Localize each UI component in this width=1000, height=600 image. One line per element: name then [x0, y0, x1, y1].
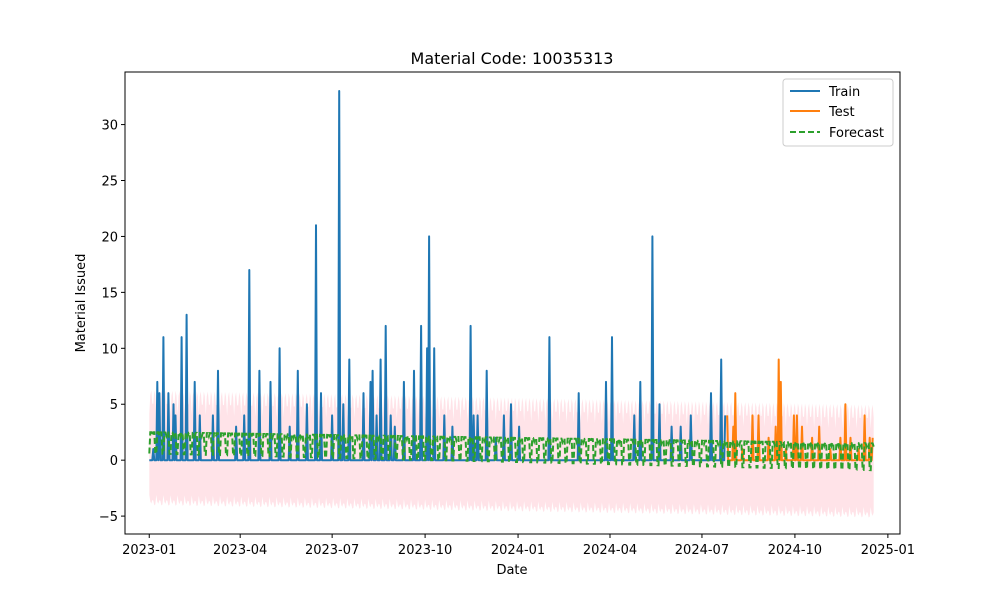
y-tick-label: 30 [101, 119, 118, 134]
legend-forecast-label: Forecast [829, 126, 884, 141]
y-tick-label: 0 [110, 454, 118, 469]
y-axis-title: Material Issued [74, 254, 89, 353]
x-axis-title: Date [496, 563, 527, 578]
legend-box [782, 78, 894, 147]
y-axis-ticks: −5 0 5 10 15 20 25 30 [99, 119, 125, 525]
series-forecast-line [148, 431, 875, 472]
y-tick-label: 15 [101, 286, 118, 301]
series-layer [148, 90, 875, 472]
series-train-line [149, 90, 727, 462]
legend-train-label: Train [828, 85, 860, 100]
legend: Train Test Forecast [782, 78, 894, 147]
x-tick-label: 2023-01 [122, 543, 176, 558]
legend-test-label: Test [828, 105, 855, 120]
x-tick-label: 2024-01 [491, 543, 545, 558]
y-tick-label: 25 [101, 175, 118, 190]
y-tick-label: 20 [101, 230, 118, 245]
x-tick-label: 2024-07 [675, 543, 729, 558]
x-tick-label: 2023-07 [305, 543, 359, 558]
x-tick-label: 2024-04 [583, 543, 637, 558]
y-tick-label: 10 [101, 342, 118, 357]
plot-frame [124, 71, 901, 535]
x-tick-label: 2025-01 [861, 543, 915, 558]
chart-title: Material Code: 10035313 [411, 49, 614, 68]
y-tick-label: −5 [99, 510, 118, 525]
y-tick-label: 5 [110, 398, 118, 413]
x-tick-label: 2023-10 [398, 543, 452, 558]
x-tick-label: 2024-10 [768, 543, 822, 558]
x-tick-label: 2023-04 [213, 543, 267, 558]
x-axis-ticks: 2023-01 2023-04 2023-07 2023-10 2024-01 2024-… [122, 534, 915, 558]
